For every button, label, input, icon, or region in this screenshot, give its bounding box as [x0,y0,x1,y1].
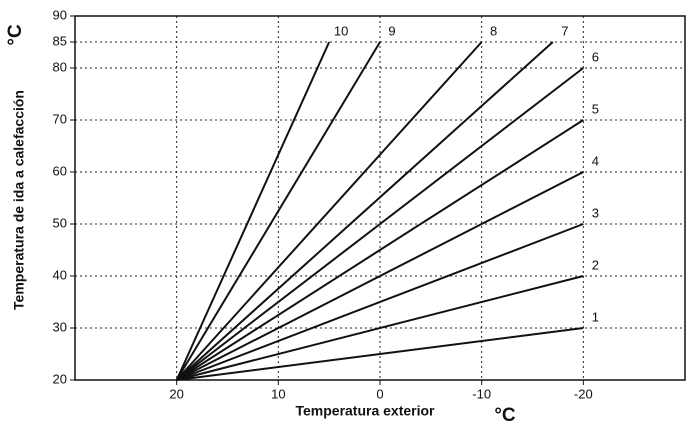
curve-label: 1 [592,309,599,324]
curve [175,41,381,381]
y-tick-label: 40 [53,267,67,282]
curve-label: 2 [592,257,599,272]
curve [176,67,584,381]
curve-label: 7 [561,23,568,38]
y-tick-label: 80 [53,59,67,74]
y-tick-label: 90 [53,7,67,22]
curve [176,275,584,381]
y-tick-label: 60 [53,163,67,178]
x-tick-label: -10 [472,386,491,401]
y-tick-label: 85 [53,33,67,48]
y-axis-unit: °C [5,24,26,46]
curve [175,41,483,381]
curve [176,171,584,381]
x-tick-label: 0 [376,386,383,401]
x-axis-title: Temperatura exterior [295,403,435,419]
curve-label: 3 [592,205,599,220]
y-tick-label: 70 [53,111,67,126]
curve [176,119,584,381]
curve-label: 10 [334,23,348,38]
x-tick-label: 10 [271,386,285,401]
curve [176,327,584,381]
x-axis-unit: °C [494,405,516,426]
y-axis-title: Temperatura de ida a calefacción [11,90,27,310]
y-tick-label: 30 [53,319,67,334]
curve [175,41,554,381]
curve-label: 8 [490,23,497,38]
curve-label: 9 [388,23,395,38]
plot-frame [74,15,686,381]
x-tick-label: -20 [574,386,593,401]
y-tick-label: 20 [53,371,67,386]
curve [176,223,584,381]
x-tick-label: 20 [169,386,183,401]
y-tick-label: 50 [53,215,67,230]
curve [175,41,331,381]
curve-label: 6 [592,49,599,64]
curve-label: 4 [592,153,599,168]
curve-label: 5 [592,101,599,116]
